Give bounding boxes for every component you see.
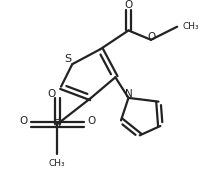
Text: S: S (64, 54, 71, 64)
Text: O: O (148, 32, 156, 42)
Text: O: O (20, 116, 28, 126)
Text: O: O (47, 89, 56, 99)
Text: CH₃: CH₃ (49, 159, 66, 168)
Text: N: N (125, 89, 132, 99)
Text: CH₃: CH₃ (183, 22, 199, 31)
Text: O: O (124, 0, 133, 10)
Text: O: O (87, 116, 95, 126)
Text: S: S (54, 119, 61, 129)
